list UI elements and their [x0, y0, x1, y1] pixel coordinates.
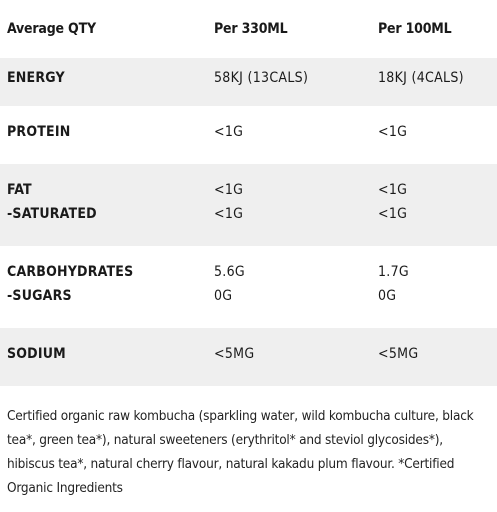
table-row-energy: ENERGY 58KJ (13CALS) 18KJ (4CALS) — [0, 58, 497, 106]
header-average-qty: Average QTY — [7, 21, 96, 37]
energy-per-330ml: 58KJ (13CALS) — [214, 70, 309, 86]
sugars-per-100ml: 0G — [378, 288, 397, 304]
header-per-330ml: Per 330ML — [214, 21, 288, 37]
sodium-per-330ml: <5MG — [214, 346, 255, 362]
label-fat: FAT — [7, 182, 32, 198]
table-row-fat: FAT -SATURATED <1G <1G <1G <1G — [0, 164, 497, 246]
saturated-per-100ml: <1G — [378, 206, 408, 222]
label-saturated: -SATURATED — [7, 206, 97, 222]
label-sugars: -SUGARS — [7, 288, 72, 304]
header-per-100ml: Per 100ML — [378, 21, 452, 37]
saturated-per-330ml: <1G — [214, 206, 244, 222]
carbohydrates-per-330ml: 5.6G — [214, 264, 245, 280]
table-row-protein: PROTEIN <1G <1G — [0, 106, 497, 164]
label-carbohydrates: CARBOHYDRATES — [7, 264, 134, 280]
fat-per-100ml: <1G — [378, 182, 408, 198]
table-row-sodium: SODIUM <5MG <5MG — [0, 328, 497, 386]
label-sodium: SODIUM — [7, 346, 66, 362]
table-row-carbohydrates: CARBOHYDRATES -SUGARS 5.6G 0G 1.7G 0G — [0, 246, 497, 328]
sugars-per-330ml: 0G — [214, 288, 233, 304]
carbohydrates-per-100ml: 1.7G — [378, 264, 409, 280]
label-protein: PROTEIN — [7, 124, 71, 140]
protein-per-330ml: <1G — [214, 124, 244, 140]
ingredients-text: Certified organic raw kombucha (sparklin… — [7, 408, 474, 496]
table-header-row: Average QTY Per 330ML Per 100ML — [0, 0, 497, 58]
label-energy: ENERGY — [7, 70, 65, 86]
nutrition-table: Average QTY Per 330ML Per 100ML ENERGY 5… — [0, 0, 497, 386]
fat-per-330ml: <1G — [214, 182, 244, 198]
energy-per-100ml: 18KJ (4CALS) — [378, 70, 464, 86]
protein-per-100ml: <1G — [378, 124, 408, 140]
sodium-per-100ml: <5MG — [378, 346, 419, 362]
